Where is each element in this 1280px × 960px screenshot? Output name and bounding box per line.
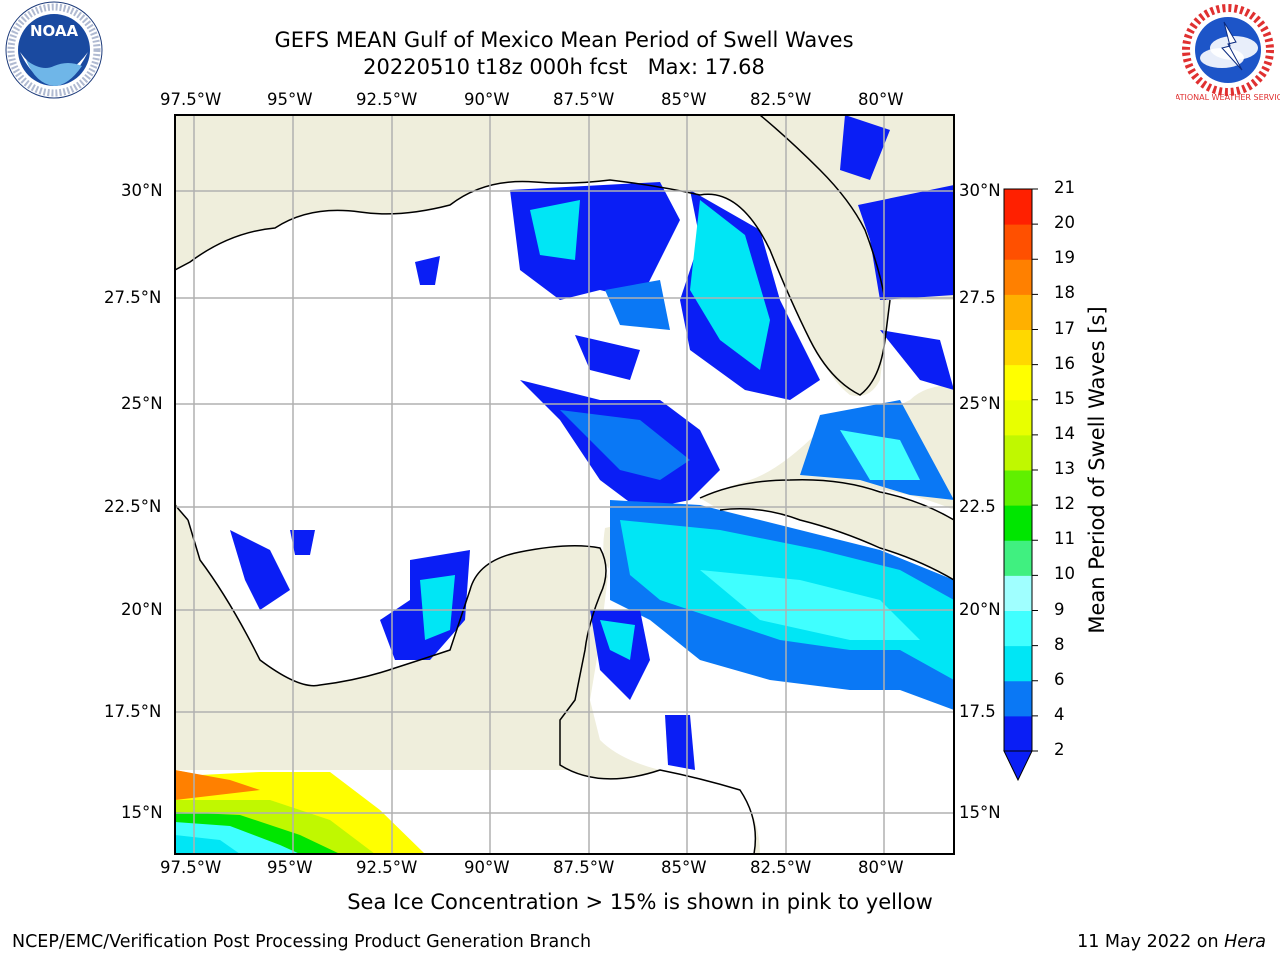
- colorbar-tick-label: 12: [1054, 494, 1075, 514]
- colorbar-tick-label: 10: [1054, 564, 1075, 584]
- svg-text:NOAA: NOAA: [30, 22, 79, 40]
- colorbar-tick-label: 6: [1054, 669, 1065, 689]
- colorbar-segment: [1004, 645, 1032, 682]
- colorbar-tick-label: 11: [1054, 529, 1075, 549]
- map-frame: [174, 114, 955, 855]
- colorbar-segment: [1004, 224, 1032, 260]
- lat-label-left: 22.5°N: [104, 497, 162, 516]
- colorbar-segment: [1004, 610, 1032, 647]
- colorbar-tick-label: 13: [1054, 459, 1075, 478]
- colorbar-segment: [1004, 399, 1032, 436]
- colorbar-segment: [1004, 364, 1032, 401]
- lon-label-top: 97.5°W: [160, 90, 222, 109]
- colorbar-tick-label: 15: [1054, 388, 1075, 408]
- lon-label-top: 95°W: [267, 90, 313, 109]
- colorbar-tick-label: 9: [1054, 599, 1065, 619]
- colorbar-segment: [1004, 294, 1032, 330]
- lon-label-top: 87.5°W: [553, 90, 615, 109]
- lat-label-right: 15°N: [959, 803, 1001, 822]
- colorbar-segment: [1004, 434, 1032, 471]
- lat-label-right: 17.5: [959, 702, 996, 721]
- lat-label-left: 30°N: [121, 181, 163, 200]
- footer-date-text: 11 May 2022 on: [1077, 932, 1225, 952]
- footer-date: 11 May 2022 on Hera: [1077, 932, 1266, 952]
- colorbar-tick-label: 20: [1054, 213, 1075, 233]
- lon-label-bottom: 82.5°W: [750, 858, 812, 877]
- lat-label-left: 27.5°N: [104, 288, 162, 307]
- lon-label-bottom: 92.5°W: [356, 858, 418, 877]
- cuba-land: [700, 479, 954, 580]
- mexico-land: [175, 505, 606, 770]
- colorbar-tick-label: 4: [1054, 704, 1065, 724]
- noaa-logo: NOAA: [2, 0, 106, 108]
- lon-label-top: 92.5°W: [356, 90, 418, 109]
- colorbar-extend-triangle: [1003, 750, 1033, 782]
- colorbar-segment: [1004, 540, 1032, 576]
- svg-text:NATIONAL WEATHER SERVICE: NATIONAL WEATHER SERVICE: [1176, 93, 1280, 102]
- lon-label-top: 85°W: [661, 90, 707, 109]
- colorbar: [1004, 188, 1038, 752]
- sea-ice-note: Sea Ice Concentration > 15% is shown in …: [347, 890, 933, 914]
- lon-label-top: 82.5°W: [750, 90, 812, 109]
- swell-contours: [175, 115, 954, 854]
- lat-label-right: 22.5: [959, 497, 996, 516]
- colorbar-segment: [1004, 575, 1032, 611]
- colorbar-segment: [1004, 505, 1032, 541]
- map-title: GEFS MEAN Gulf of Mexico Mean Period of …: [274, 28, 854, 52]
- colorbar-tick-label: 8: [1054, 634, 1065, 654]
- lat-label-right: 27.5: [959, 288, 996, 307]
- lon-label-top: 90°W: [464, 90, 510, 109]
- colorbar-segment: [1004, 680, 1032, 717]
- colorbar-tick-label: 19: [1054, 248, 1075, 268]
- lat-label-left: 20°N: [121, 600, 163, 619]
- colorbar-segment: [1004, 259, 1032, 295]
- coastlines: [175, 115, 954, 854]
- lon-label-bottom: 90°W: [464, 858, 510, 877]
- lon-label-top: 80°W: [858, 90, 904, 109]
- colorbar-tick-label: 17: [1054, 318, 1075, 338]
- colorbar-title: Mean Period of Swell Waves [s]: [1085, 306, 1109, 634]
- map-subtitle: 20220510 t18z 000h fcst Max: 17.68: [363, 55, 765, 79]
- lon-label-bottom: 95°W: [267, 858, 313, 877]
- lon-label-bottom: 80°W: [858, 858, 904, 877]
- colorbar-tick-label: 18: [1054, 283, 1075, 303]
- florida-land: [760, 115, 954, 396]
- colorbar-segment: [1004, 189, 1032, 225]
- colorbar-tick-label: 14: [1054, 423, 1075, 443]
- lat-label-right: 30°N: [959, 181, 1001, 200]
- colorbar-segment: [1004, 329, 1032, 366]
- colorbar-tick-label: 16: [1054, 353, 1075, 373]
- lat-label-left: 15°N: [121, 803, 163, 822]
- footer-machine: Hera: [1224, 932, 1266, 952]
- lat-label-left: 25°N: [121, 394, 163, 413]
- footer-credit: NCEP/EMC/Verification Post Processing Pr…: [12, 932, 592, 952]
- colorbar-segment: [1004, 715, 1032, 752]
- lat-label-right: 25°N: [959, 394, 1001, 413]
- lat-label-right: 20°N: [959, 600, 1001, 619]
- colorbar-segment: [1004, 470, 1032, 506]
- lon-label-bottom: 85°W: [661, 858, 707, 877]
- colorbar-tick-label: 2: [1054, 740, 1065, 759]
- nws-logo: NATIONAL WEATHER SERVICE: [1169, 0, 1280, 108]
- lat-label-left: 17.5°N: [104, 702, 162, 721]
- lon-label-bottom: 97.5°W: [160, 858, 222, 877]
- colorbar-tick-label: 21: [1054, 178, 1075, 197]
- graticule: [175, 115, 954, 854]
- lon-label-bottom: 87.5°W: [553, 858, 615, 877]
